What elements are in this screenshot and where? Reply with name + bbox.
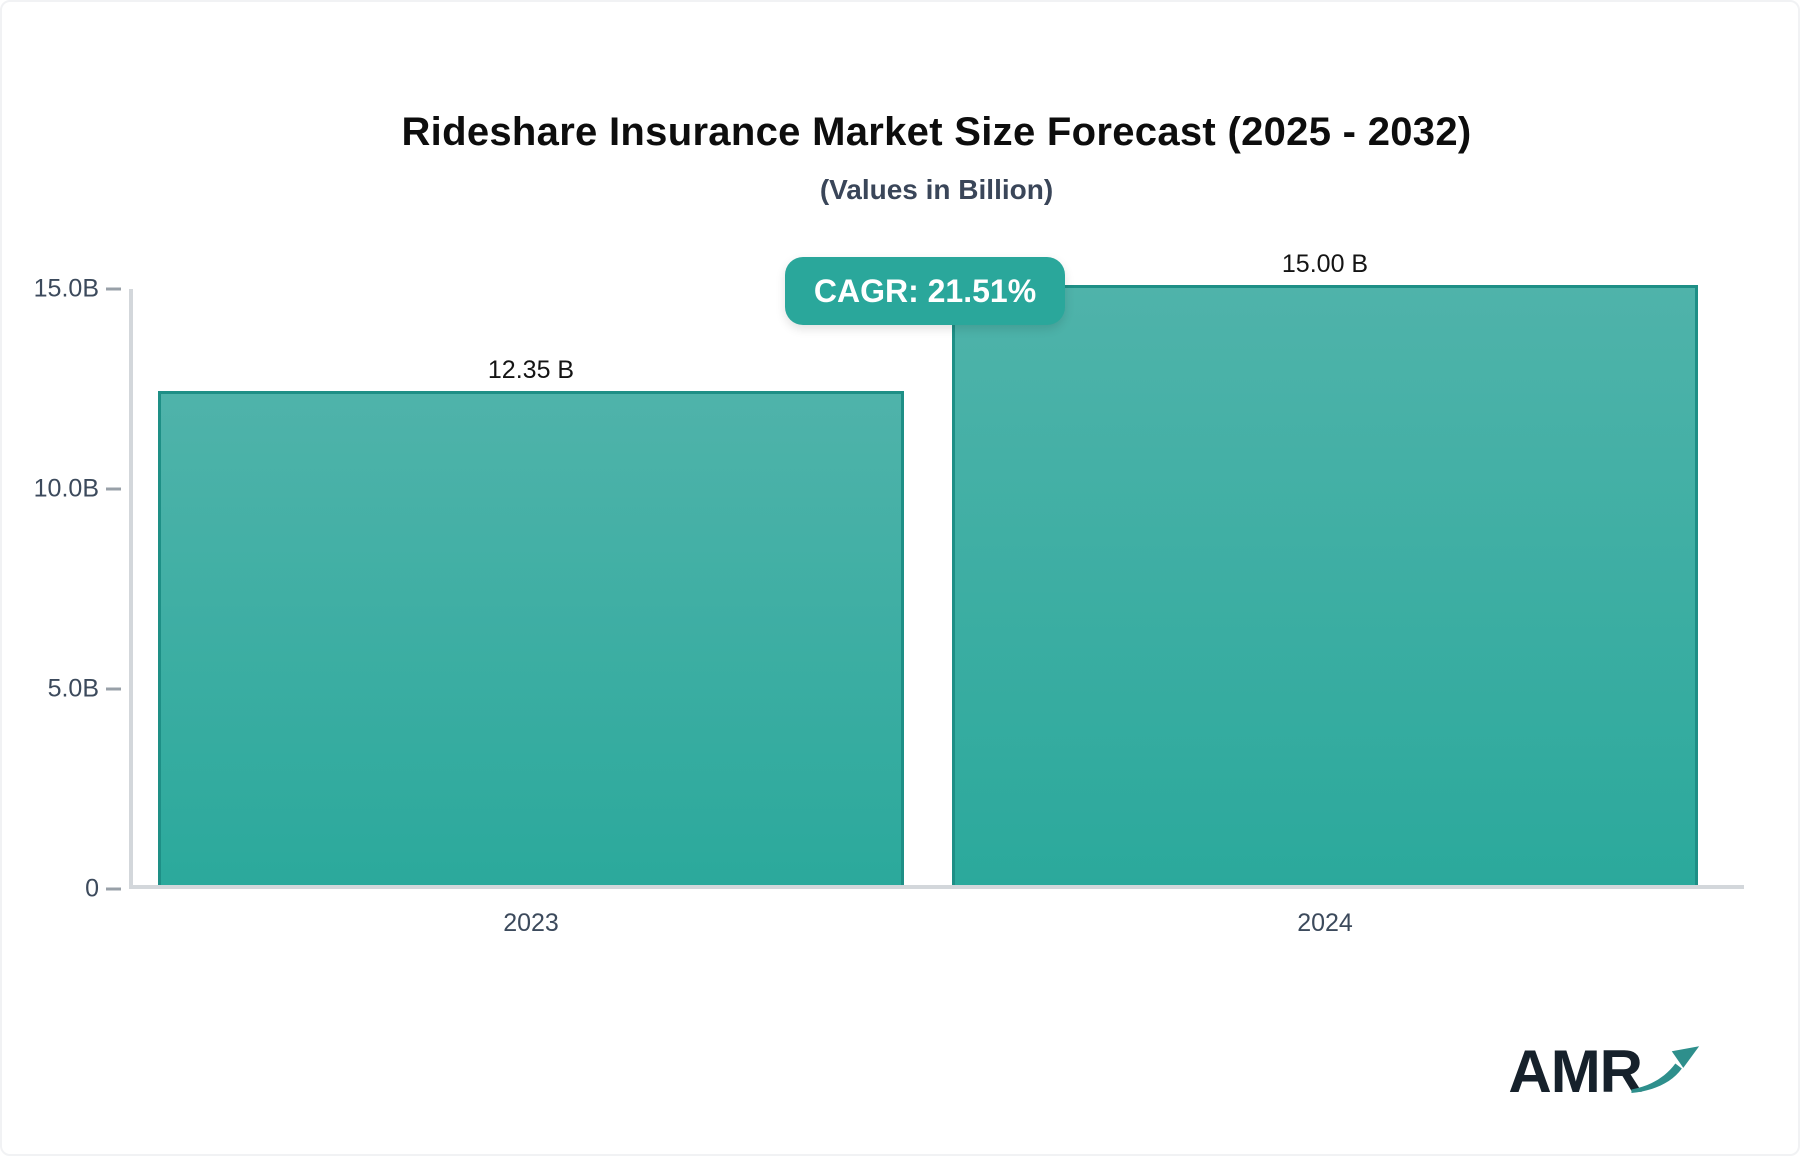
bar-value-label-2024: 15.00 B bbox=[1281, 250, 1369, 278]
y-axis-tick-mark bbox=[106, 687, 121, 691]
y-axis-tick-mark bbox=[106, 287, 121, 291]
cagr-badge-label: CAGR: 21.51% bbox=[813, 272, 1037, 309]
growth-arrow-icon bbox=[1631, 1046, 1700, 1094]
y-axis-tick-label: 10.0B bbox=[33, 474, 99, 503]
plot-area: 15.0B 10.0B 5.0B 0 12.35 B 2023 15.00 B 2024 bbox=[34, 250, 1744, 937]
y-axis-tick-label: 5.0B bbox=[47, 674, 99, 703]
y-axis-tick-mark bbox=[106, 887, 121, 891]
y-axis-tick-label: 15.0B bbox=[33, 274, 99, 303]
amr-logo-text: AMR bbox=[1508, 1038, 1643, 1105]
cagr-badge: CAGR: 21.51% bbox=[785, 257, 1065, 325]
bar-2024[interactable] bbox=[952, 285, 1698, 885]
x-axis-label-2023: 2023 bbox=[503, 909, 559, 937]
bar-2023[interactable] bbox=[158, 391, 904, 885]
y-axis-tick-mark bbox=[106, 487, 121, 491]
amr-logo: AMR bbox=[1508, 1042, 1702, 1102]
chart-subtitle: (Values in Billion) bbox=[819, 174, 1054, 205]
bar-value-label-2023: 12.35 B bbox=[487, 356, 575, 384]
chart-title: Rideshare Insurance Market Size Forecast… bbox=[401, 110, 1472, 154]
x-axis-label-2024: 2024 bbox=[1297, 909, 1353, 937]
y-axis-tick-label: 0 bbox=[85, 874, 99, 903]
